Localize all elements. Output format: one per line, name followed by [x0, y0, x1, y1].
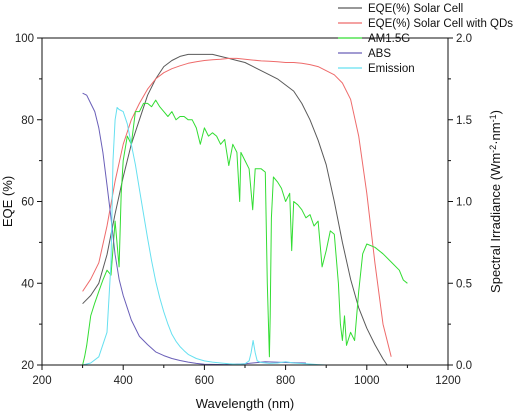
series-line-eqe-solar-cell-with-qds [82, 57, 392, 357]
series-line-am1-5g [82, 99, 408, 366]
x-axis-title: Wavelength (nm) [196, 396, 295, 411]
y-right-tick-label: 0.0 [456, 360, 472, 372]
y-right-axis-title: Spectral Irradiance (Wm-2·nm-1) [488, 110, 503, 293]
y-right-tick-label: 0.5 [456, 278, 472, 290]
legend: EQE(%) Solar Cell EQE(%) Solar Cell with … [338, 3, 513, 75]
y-right-tick-label: 1.5 [456, 115, 472, 127]
y-right-tick-label: 2.0 [456, 33, 472, 45]
series-line-emission [82, 107, 327, 366]
y-right-title-sup: -2 [488, 145, 498, 153]
y-right-title-part: ) [488, 110, 503, 114]
x-tick-label: 600 [195, 375, 214, 387]
series-line-eqe-solar-cell [82, 53, 388, 366]
x-tick-label: 200 [32, 375, 51, 387]
y-right-title-part: Spectral Irradiance (Wm [488, 153, 503, 293]
y-left-tick-label: 20 [21, 360, 34, 372]
x-tick-label: 1200 [435, 375, 461, 387]
y-right-title-sup: -1 [488, 114, 498, 122]
legend-label: ABS [368, 48, 391, 60]
y-left-tick-label: 40 [21, 278, 34, 290]
legend-label: Emission [368, 63, 415, 75]
y-right-tick-label: 1.0 [456, 197, 472, 209]
y-left-tick-label: 60 [21, 197, 34, 209]
x-tick-label: 800 [276, 375, 295, 387]
y-right-title-part: ·nm [488, 122, 503, 144]
legend-label: EQE(%) Solar Cell [368, 3, 463, 15]
y-left-tick-label: 100 [15, 33, 34, 45]
legend-label: AM1.5G [368, 33, 410, 45]
x-tick-label: 400 [114, 375, 133, 387]
legend-label: EQE(%) Solar Cell with QDs [368, 18, 513, 30]
y-left-axis-title: EQE (%) [0, 176, 15, 227]
x-tick-label: 1000 [354, 375, 380, 387]
y-left-tick-label: 80 [21, 115, 34, 127]
plot-frame [41, 37, 449, 366]
